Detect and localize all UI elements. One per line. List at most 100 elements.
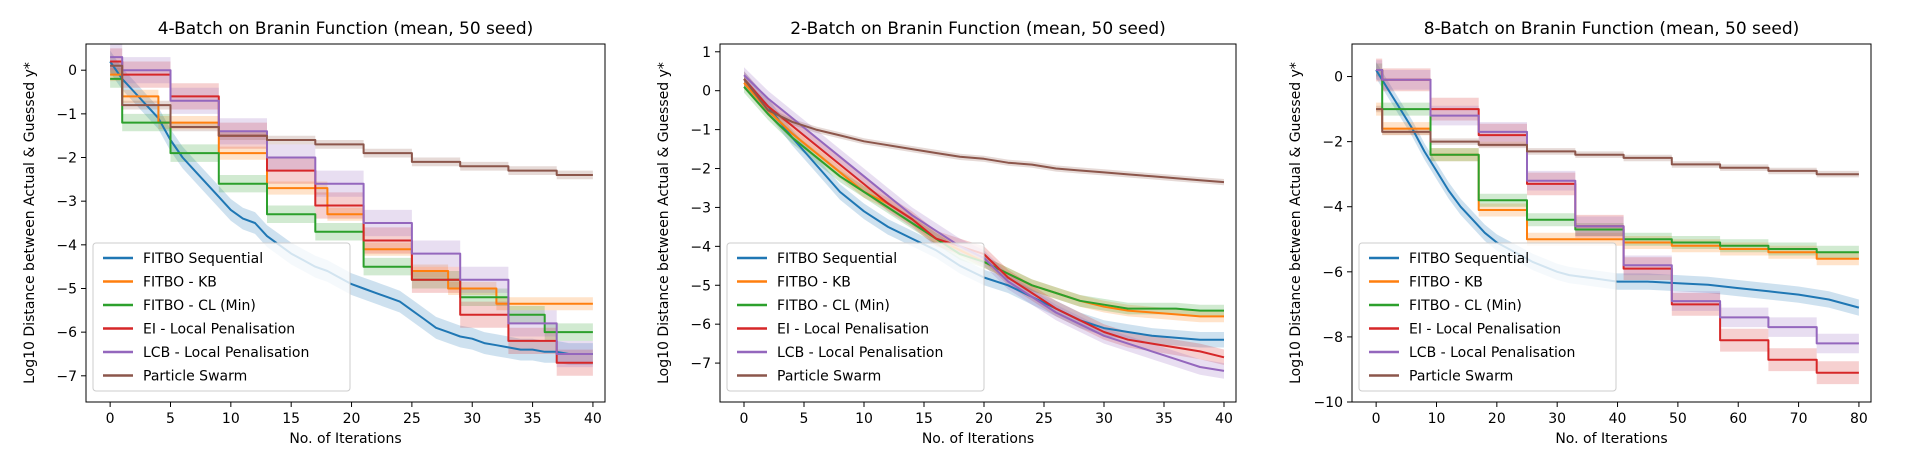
legend-label-lcb-local-penalisation: LCB - Local Penalisation	[143, 345, 309, 361]
x-tick-label: 15	[915, 411, 933, 427]
x-tick-label: 35	[524, 411, 542, 427]
y-tick-label: −7	[690, 356, 711, 372]
x-tick-label: 80	[1850, 411, 1868, 427]
plot-area	[1375, 58, 1860, 385]
x-tick-label: 40	[1215, 411, 1233, 427]
legend-label-fitbo-sequential: FITBO Sequential	[777, 251, 897, 267]
y-tick-label: −5	[690, 278, 711, 294]
plot-frame	[1351, 43, 1872, 403]
x-tick-label: 70	[1790, 411, 1808, 427]
legend: FITBO Sequential FITBO - KB FITBO - CL (Mi…	[1358, 242, 1617, 392]
y-tick-label: −6	[56, 325, 77, 341]
legend-label-fitbo-sequential: FITBO Sequential	[143, 251, 263, 267]
x-tick-label: 0	[106, 411, 115, 427]
x-tick-label: 25	[1035, 411, 1053, 427]
x-tick-label: 0	[740, 411, 749, 427]
legend-label-ei-local-penalisation: EI - Local Penalisation	[1409, 322, 1561, 338]
x-tick-label: 10	[222, 411, 240, 427]
y-tick-label: −4	[1322, 200, 1343, 216]
x-tick-label: 50	[1669, 411, 1687, 427]
legend-label-ei-local-penalisation: EI - Local Penalisation	[143, 322, 295, 338]
band-ei-local-penalisation	[1376, 58, 1859, 385]
y-tick-label: −5	[56, 281, 77, 297]
y-tick-label: −3	[56, 194, 77, 210]
chart-title: 2-Batch on Branin Function (mean, 50 see…	[790, 19, 1166, 39]
x-tick-label: 30	[463, 411, 481, 427]
legend-label-fitbo-kb: FITBO - KB	[1409, 275, 1483, 291]
x-tick-label: 10	[1428, 411, 1446, 427]
legend: FITBO Sequential FITBO - KB FITBO - CL (Mi…	[92, 242, 351, 392]
y-tick-label: −4	[56, 238, 77, 254]
legend-box	[92, 242, 351, 392]
y-axis-label: Log10 Distance between Actual & Guessed …	[656, 62, 672, 384]
legend-label-fitbo-cl-min: FITBO - CL (Min)	[777, 298, 890, 314]
legend-label-fitbo-kb: FITBO - KB	[777, 275, 851, 291]
plot-area	[109, 44, 593, 376]
band-lcb-local-penalisation	[110, 44, 593, 368]
y-tick-label: 1	[702, 45, 711, 61]
x-tick-label: 20	[1488, 411, 1506, 427]
x-tick-label: 15	[282, 411, 300, 427]
series-line-particle-swarm	[1376, 108, 1859, 176]
y-tick-label: −6	[690, 317, 711, 333]
band-ei-local-penalisation	[110, 48, 593, 376]
y-tick-label: −1	[690, 123, 711, 139]
x-tick-label: 40	[584, 411, 602, 427]
series-line-particle-swarm	[743, 78, 1225, 184]
y-tick-label: −8	[1322, 330, 1343, 346]
chart-panel-3: 8-Batch on Branin Function (mean, 50 see…	[1288, 19, 1872, 447]
x-axis-label: No. of Iterations	[289, 431, 401, 447]
legend-label-fitbo-cl-min: FITBO - CL (Min)	[1409, 298, 1522, 314]
legend-label-fitbo-cl-min: FITBO - CL (Min)	[143, 298, 256, 314]
band-fitbo-cl-min	[1376, 63, 1859, 259]
x-axis-label: No. of Iterations	[922, 431, 1034, 447]
x-tick-label: 35	[1155, 411, 1173, 427]
series-line-particle-swarm	[110, 64, 593, 176]
x-tick-label: 30	[1095, 411, 1113, 427]
y-tick-label: 0	[1334, 70, 1343, 86]
legend-label-lcb-local-penalisation: LCB - Local Penalisation	[1409, 345, 1575, 361]
legend-label-particle-swarm: Particle Swarm	[1409, 369, 1513, 385]
legend-label-lcb-local-penalisation: LCB - Local Penalisation	[777, 345, 943, 361]
legend-label-fitbo-sequential: FITBO Sequential	[1409, 251, 1529, 267]
x-tick-label: 25	[403, 411, 421, 427]
series-line-fitbo-kb	[110, 73, 593, 305]
x-tick-label: 30	[1548, 411, 1566, 427]
y-tick-label: 0	[68, 63, 77, 79]
x-tick-label: 0	[1372, 411, 1381, 427]
y-tick-label: −2	[56, 151, 77, 167]
chart-panel-2: 2-Batch on Branin Function (mean, 50 see…	[656, 19, 1237, 447]
plot-frame	[85, 43, 606, 403]
band-fitbo-kb	[110, 68, 593, 311]
y-tick-label: −2	[1322, 135, 1343, 151]
legend-box	[726, 242, 985, 392]
legend-label-fitbo-kb: FITBO - KB	[143, 275, 217, 291]
x-tick-label: 20	[975, 411, 993, 427]
x-tick-label: 5	[166, 411, 175, 427]
x-tick-label: 60	[1729, 411, 1747, 427]
y-tick-label: −1	[56, 107, 77, 123]
x-tick-label: 40	[1609, 411, 1627, 427]
chart-title: 8-Batch on Branin Function (mean, 50 see…	[1424, 19, 1800, 39]
y-tick-label: 0	[702, 84, 711, 100]
x-tick-label: 20	[343, 411, 361, 427]
x-axis-label: No. of Iterations	[1555, 431, 1667, 447]
band-particle-swarm	[110, 61, 593, 180]
x-tick-label: 5	[800, 411, 809, 427]
y-tick-label: −4	[690, 239, 711, 255]
legend-label-ei-local-penalisation: EI - Local Penalisation	[777, 322, 929, 338]
y-axis-label: Log10 Distance between Actual & Guessed …	[22, 62, 38, 384]
series-line-lcb-local-penalisation	[1376, 69, 1859, 345]
band-fitbo-sequential	[1376, 61, 1859, 316]
y-tick-label: −7	[56, 369, 77, 385]
y-tick-label: −3	[690, 200, 711, 216]
series-line-fitbo-sequential	[109, 60, 593, 355]
x-tick-label: 10	[855, 411, 873, 427]
chart-title: 4-Batch on Branin Function (mean, 50 see…	[158, 19, 534, 39]
legend-label-particle-swarm: Particle Swarm	[143, 369, 247, 385]
y-tick-label: −2	[690, 162, 711, 178]
legend: FITBO Sequential FITBO - KB FITBO - CL (Mi…	[726, 242, 985, 392]
legend-label-particle-swarm: Particle Swarm	[777, 369, 881, 385]
legend-box	[1358, 242, 1617, 392]
